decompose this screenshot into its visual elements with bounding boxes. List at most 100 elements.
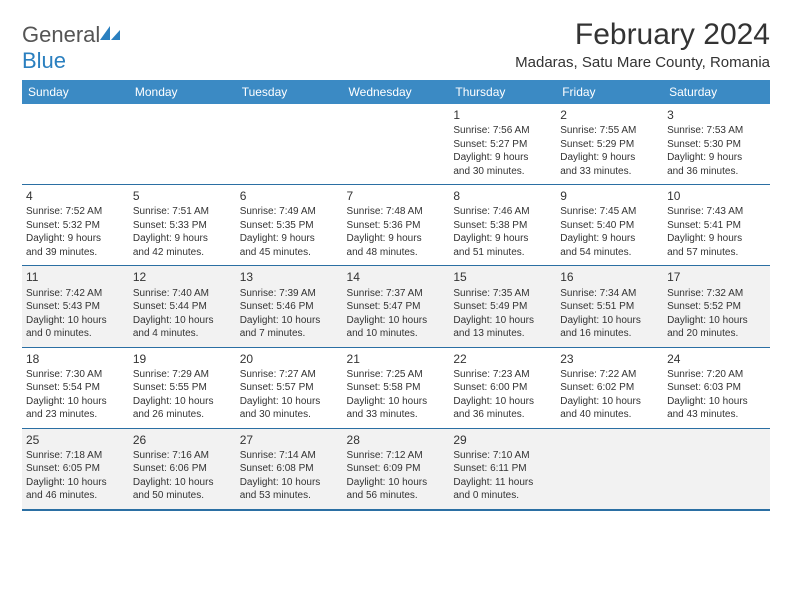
daylight-line1: Daylight: 10 hours [133, 395, 232, 409]
daylight-line1: Daylight: 10 hours [347, 395, 446, 409]
daylight-line1: Daylight: 9 hours [560, 232, 659, 246]
day-cell [556, 428, 663, 510]
daylight-line1: Daylight: 10 hours [133, 476, 232, 490]
day-number: 16 [560, 269, 659, 285]
day-number: 21 [347, 351, 446, 367]
day-cell: 23Sunrise: 7:22 AMSunset: 6:02 PMDayligh… [556, 347, 663, 428]
daylight-line2: and 16 minutes. [560, 327, 659, 341]
day-cell: 24Sunrise: 7:20 AMSunset: 6:03 PMDayligh… [663, 347, 770, 428]
week-row: 25Sunrise: 7:18 AMSunset: 6:05 PMDayligh… [22, 428, 770, 510]
sunset-line: Sunset: 5:36 PM [347, 219, 446, 233]
daylight-line2: and 36 minutes. [667, 165, 766, 179]
sunrise-line: Sunrise: 7:53 AM [667, 124, 766, 138]
day-number: 26 [133, 432, 232, 448]
daylight-line1: Daylight: 10 hours [240, 395, 339, 409]
week-row: 18Sunrise: 7:30 AMSunset: 5:54 PMDayligh… [22, 347, 770, 428]
sunrise-line: Sunrise: 7:39 AM [240, 287, 339, 301]
daylight-line1: Daylight: 9 hours [347, 232, 446, 246]
page: GeneralBlue February 2024 Madaras, Satu … [0, 0, 792, 529]
weekday-header: Sunday [22, 80, 129, 104]
sunset-line: Sunset: 5:51 PM [560, 300, 659, 314]
bottom-rule [22, 510, 770, 511]
sunrise-line: Sunrise: 7:10 AM [453, 449, 552, 463]
sunrise-line: Sunrise: 7:51 AM [133, 205, 232, 219]
day-cell: 14Sunrise: 7:37 AMSunset: 5:47 PMDayligh… [343, 266, 450, 347]
daylight-line2: and 42 minutes. [133, 246, 232, 260]
daylight-line2: and 13 minutes. [453, 327, 552, 341]
daylight-line1: Daylight: 10 hours [240, 314, 339, 328]
day-number: 2 [560, 107, 659, 123]
sunrise-line: Sunrise: 7:14 AM [240, 449, 339, 463]
sunrise-line: Sunrise: 7:37 AM [347, 287, 446, 301]
day-cell: 8Sunrise: 7:46 AMSunset: 5:38 PMDaylight… [449, 185, 556, 266]
day-cell: 28Sunrise: 7:12 AMSunset: 6:09 PMDayligh… [343, 428, 450, 510]
sunset-line: Sunset: 6:00 PM [453, 381, 552, 395]
day-cell [663, 428, 770, 510]
daylight-line1: Daylight: 10 hours [26, 395, 125, 409]
day-number: 27 [240, 432, 339, 448]
sunrise-line: Sunrise: 7:46 AM [453, 205, 552, 219]
daylight-line1: Daylight: 9 hours [26, 232, 125, 246]
daylight-line2: and 30 minutes. [453, 165, 552, 179]
day-number: 29 [453, 432, 552, 448]
day-number: 7 [347, 188, 446, 204]
sunset-line: Sunset: 6:03 PM [667, 381, 766, 395]
day-number: 3 [667, 107, 766, 123]
day-number: 5 [133, 188, 232, 204]
day-number: 24 [667, 351, 766, 367]
daylight-line1: Daylight: 9 hours [667, 232, 766, 246]
day-cell: 19Sunrise: 7:29 AMSunset: 5:55 PMDayligh… [129, 347, 236, 428]
daylight-line2: and 43 minutes. [667, 408, 766, 422]
sunrise-line: Sunrise: 7:18 AM [26, 449, 125, 463]
sunset-line: Sunset: 6:11 PM [453, 462, 552, 476]
daylight-line2: and 56 minutes. [347, 489, 446, 503]
daylight-line2: and 46 minutes. [26, 489, 125, 503]
sunrise-line: Sunrise: 7:56 AM [453, 124, 552, 138]
sunset-line: Sunset: 5:58 PM [347, 381, 446, 395]
daylight-line2: and 54 minutes. [560, 246, 659, 260]
day-cell: 27Sunrise: 7:14 AMSunset: 6:08 PMDayligh… [236, 428, 343, 510]
daylight-line1: Daylight: 9 hours [453, 151, 552, 165]
sunset-line: Sunset: 5:29 PM [560, 138, 659, 152]
day-number: 28 [347, 432, 446, 448]
sunrise-line: Sunrise: 7:12 AM [347, 449, 446, 463]
day-number: 1 [453, 107, 552, 123]
week-row: 11Sunrise: 7:42 AMSunset: 5:43 PMDayligh… [22, 266, 770, 347]
daylight-line2: and 0 minutes. [453, 489, 552, 503]
day-number: 25 [26, 432, 125, 448]
day-number: 17 [667, 269, 766, 285]
sunset-line: Sunset: 5:40 PM [560, 219, 659, 233]
daylight-line1: Daylight: 10 hours [667, 314, 766, 328]
day-number: 14 [347, 269, 446, 285]
day-cell: 10Sunrise: 7:43 AMSunset: 5:41 PMDayligh… [663, 185, 770, 266]
daylight-line1: Daylight: 9 hours [133, 232, 232, 246]
sunrise-line: Sunrise: 7:43 AM [667, 205, 766, 219]
sunrise-line: Sunrise: 7:25 AM [347, 368, 446, 382]
sunrise-line: Sunrise: 7:23 AM [453, 368, 552, 382]
day-number: 20 [240, 351, 339, 367]
day-cell: 5Sunrise: 7:51 AMSunset: 5:33 PMDaylight… [129, 185, 236, 266]
daylight-line2: and 36 minutes. [453, 408, 552, 422]
day-cell: 17Sunrise: 7:32 AMSunset: 5:52 PMDayligh… [663, 266, 770, 347]
day-cell: 12Sunrise: 7:40 AMSunset: 5:44 PMDayligh… [129, 266, 236, 347]
sunset-line: Sunset: 6:09 PM [347, 462, 446, 476]
day-cell: 20Sunrise: 7:27 AMSunset: 5:57 PMDayligh… [236, 347, 343, 428]
daylight-line2: and 39 minutes. [26, 246, 125, 260]
day-cell [22, 104, 129, 185]
sunrise-line: Sunrise: 7:16 AM [133, 449, 232, 463]
week-row: 4Sunrise: 7:52 AMSunset: 5:32 PMDaylight… [22, 185, 770, 266]
week-row: 1Sunrise: 7:56 AMSunset: 5:27 PMDaylight… [22, 104, 770, 185]
daylight-line2: and 30 minutes. [240, 408, 339, 422]
sunset-line: Sunset: 5:32 PM [26, 219, 125, 233]
logo-sail-icon [100, 22, 122, 48]
sunrise-line: Sunrise: 7:35 AM [453, 287, 552, 301]
daylight-line2: and 53 minutes. [240, 489, 339, 503]
day-number: 10 [667, 188, 766, 204]
daylight-line1: Daylight: 9 hours [240, 232, 339, 246]
day-cell: 11Sunrise: 7:42 AMSunset: 5:43 PMDayligh… [22, 266, 129, 347]
day-cell: 4Sunrise: 7:52 AMSunset: 5:32 PMDaylight… [22, 185, 129, 266]
sunrise-line: Sunrise: 7:49 AM [240, 205, 339, 219]
sunset-line: Sunset: 6:02 PM [560, 381, 659, 395]
day-cell [236, 104, 343, 185]
day-cell: 21Sunrise: 7:25 AMSunset: 5:58 PMDayligh… [343, 347, 450, 428]
